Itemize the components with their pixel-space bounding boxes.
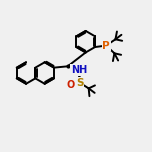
Text: P: P (102, 41, 110, 51)
Text: O: O (66, 80, 75, 90)
Text: NH: NH (71, 65, 87, 75)
Text: S: S (76, 78, 83, 88)
Polygon shape (79, 70, 81, 83)
